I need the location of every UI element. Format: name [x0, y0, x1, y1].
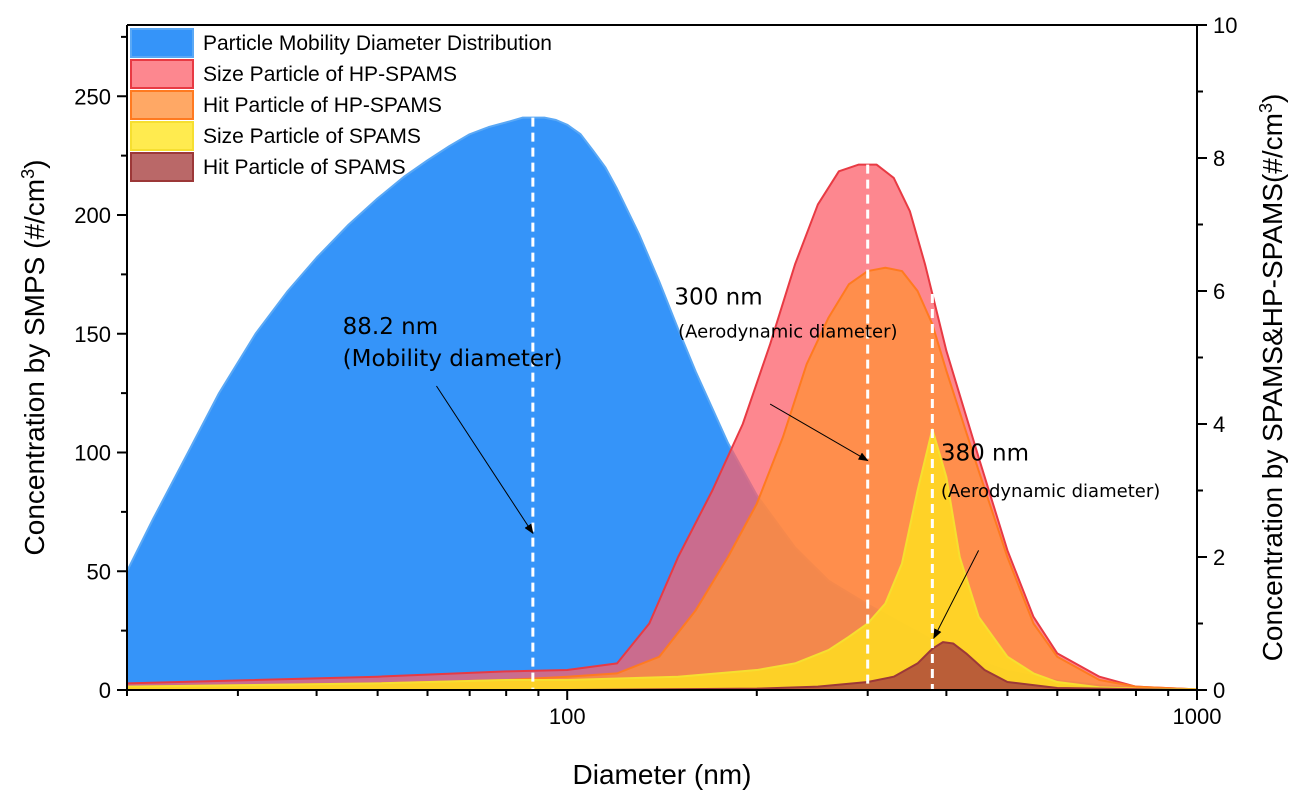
y-left-tick-label-100: 100 — [74, 441, 111, 466]
y-axis-title-right-sup: 3 — [1256, 103, 1276, 113]
x-tick-label-100: 100 — [549, 704, 586, 729]
legend-label-particle-mobility-diameter-distribution: Particle Mobility Diameter Distribution — [203, 32, 552, 55]
y-axis-title-right-tail: ) — [1257, 94, 1288, 103]
y-left-tick-label-200: 200 — [74, 203, 111, 228]
annotation-label-2: 300 nm — [674, 284, 762, 310]
x-axis-title: Diameter (nm) — [573, 759, 752, 790]
legend-label-hit-particle-of-hp-spams: Hit Particle of HP-SPAMS — [203, 94, 442, 117]
y-right-tick-label-8: 8 — [1213, 146, 1225, 171]
y-right-tick-label-6: 6 — [1213, 279, 1225, 304]
y-right-tick-label-2: 2 — [1213, 545, 1225, 570]
y-axis-title-left-sup: 3 — [18, 169, 38, 179]
annotation-arrow-2 — [769, 403, 869, 462]
y-left-tick-label-250: 250 — [74, 84, 111, 109]
annotation-label-3: 380 nm — [941, 441, 1029, 467]
y-left-tick-label-150: 150 — [74, 322, 111, 347]
annotation-sublabel-1: (Mobility diameter) — [343, 346, 563, 372]
legend: Particle Mobility Diameter Distribution S… — [130, 28, 552, 182]
y-right-tick-label-4: 4 — [1213, 412, 1225, 437]
reference-lines — [531, 117, 934, 690]
legend-swatch-particle-mobility-diameter-distribution — [130, 28, 194, 58]
area-size-particle-of-spams — [126, 428, 1198, 691]
annotation-sublabel-3: (Aerodynamic diameter) — [941, 481, 1160, 502]
legend-swatch-size-particle-of-spams — [130, 121, 194, 151]
y-right-tick-label-10: 10 — [1213, 13, 1237, 38]
y-left-tick-label-0: 0 — [99, 678, 111, 703]
annotation-label-1: 88.2 nm — [343, 314, 439, 340]
area-hit-particle-of-spams — [126, 641, 1198, 691]
x-tick-label-1000: 1000 — [1173, 704, 1222, 729]
y-axis-title-left-tail: ) — [19, 160, 50, 169]
y-left-tick-label-50: 50 — [87, 559, 111, 584]
y-axis-title-right: Concentration by SPAMS&HP-SPAMS(#/cm3) — [1256, 94, 1288, 662]
legend-swatch-hit-particle-of-spams — [130, 152, 194, 182]
annotation-arrow-3 — [933, 550, 980, 640]
legend-swatch-hit-particle-of-hp-spams — [130, 90, 194, 120]
y-axis-title-left: Concentration by SMPS (#/cm3) — [18, 160, 50, 556]
series-layer — [126, 116, 1198, 691]
annotation-sublabel-2: (Aerodynamic diameter) — [678, 322, 897, 343]
y-right-tick-label-0: 0 — [1213, 678, 1225, 703]
annotation-arrow-1 — [436, 385, 534, 535]
y-axis-title-left-main: Concentration by SMPS (#/cm — [19, 179, 50, 556]
legend-label-hit-particle-of-spams: Hit Particle of SPAMS — [203, 156, 406, 179]
legend-label-size-particle-of-spams: Size Particle of SPAMS — [203, 125, 421, 148]
legend-label-size-particle-of-hp-spams: Size Particle of HP-SPAMS — [203, 63, 457, 86]
annotations: 88.2 nm (Mobility diameter) 300 nm (Aerodyn… — [343, 284, 1160, 640]
y-axis-title-right-main: Concentration by SPAMS&HP-SPAMS(#/cm — [1257, 113, 1288, 661]
legend-swatch-size-particle-of-hp-spams — [130, 59, 194, 89]
